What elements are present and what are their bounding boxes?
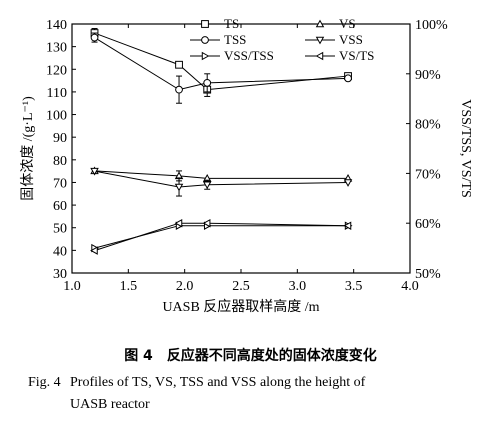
data-point-vs-ts xyxy=(202,218,211,228)
data-point-vss xyxy=(174,183,184,192)
y-right-tick-label: 80% xyxy=(415,118,441,133)
legend-swatch-marker xyxy=(201,36,209,44)
legend-item-vss-tss: VSS/TSS xyxy=(190,48,274,63)
series-line-ts xyxy=(94,32,349,91)
y-right-tick-label: 60% xyxy=(415,217,441,232)
y-left-tick-label: 40 xyxy=(53,244,67,259)
y-left-tick-label: 120 xyxy=(46,63,67,78)
y-left-tick-label: 110 xyxy=(47,86,67,101)
x-tick-label: 3.0 xyxy=(289,279,307,294)
chart-series-layer xyxy=(90,28,353,255)
legend-label-vs: VS xyxy=(339,16,356,31)
legend-label-vss-tss: VSS/TSS xyxy=(224,48,274,63)
legend-label-vs-ts: VS/TS xyxy=(339,48,374,63)
solids-concentration-chart: 1.0 1.5 2.0 2.5 3.0 3.5 4.0 30 40 50 60 70 80 90 100 11… xyxy=(20,16,473,315)
legend-swatch-marker xyxy=(201,51,210,61)
x-tick-label: 1.0 xyxy=(63,279,81,294)
y-axis-left-title: 固体浓度 /(g·L⁻¹) xyxy=(20,96,36,201)
x-tick-label: 4.0 xyxy=(401,279,419,294)
legend-swatch-marker xyxy=(315,19,325,28)
figure-number-en: Fig. 4 xyxy=(28,375,61,390)
data-point-vss xyxy=(343,179,353,187)
legend-item-ts: TS xyxy=(190,16,239,31)
legend-label-tss: TSS xyxy=(224,32,246,47)
series-vs-ts xyxy=(90,218,352,255)
series-line-tss xyxy=(94,37,349,91)
series-vs xyxy=(90,166,353,182)
series-line-vs xyxy=(94,170,349,179)
y-right-tick-label: 70% xyxy=(415,167,441,182)
legend-swatch-marker xyxy=(201,20,209,28)
y-left-tick-label: 70 xyxy=(53,176,67,191)
y-left-tick-label: 50 xyxy=(53,222,67,237)
x-tick-label: 1.5 xyxy=(120,279,138,294)
data-point-tss xyxy=(203,78,212,87)
figure-caption-chinese: 图 4 反应器不同高度处的固体浓度变化 xyxy=(0,345,501,365)
chart-ticks: 1.0 1.5 2.0 2.5 3.0 3.5 4.0 30 40 50 60 70 80 90 100 11… xyxy=(46,18,448,294)
data-point-vss xyxy=(202,181,212,190)
data-point-tss xyxy=(175,85,183,94)
y-left-tick-label: 80 xyxy=(53,154,67,169)
x-axis-title: UASB 反应器取样高度 /m xyxy=(162,298,319,315)
y-left-tick-label: 140 xyxy=(46,18,67,33)
series-line-vss xyxy=(94,170,349,188)
chart-legend: TS VS TSS VSS VSS/TSS VS/TS xyxy=(190,16,374,63)
figure-title-en-line1: Profiles of TS, VS, TSS and VSS along th… xyxy=(70,375,366,390)
data-point-vss xyxy=(90,167,99,176)
legend-swatch-marker xyxy=(315,51,324,61)
data-point-vs-ts xyxy=(343,221,352,230)
data-point-ts xyxy=(175,60,183,69)
legend-item-vs-ts: VS/TS xyxy=(305,48,374,63)
y-left-tick-label: 30 xyxy=(53,267,67,282)
y-left-tick-label: 60 xyxy=(53,199,67,214)
y-right-tick-label: 90% xyxy=(415,68,441,83)
legend-item-vs: VS xyxy=(305,16,356,31)
data-point-vs-ts xyxy=(90,246,98,255)
legend-label-vss: VSS xyxy=(339,32,363,47)
y-axis-right-title: VSS/TSS, VS/TS xyxy=(458,99,473,198)
figure-title-en-line2: UASB reactor xyxy=(70,397,150,412)
series-tss xyxy=(90,32,352,104)
y-left-tick-label: 100 xyxy=(46,109,67,124)
legend-item-tss: TSS xyxy=(190,32,246,47)
data-point-tss xyxy=(90,33,99,42)
series-line-vs-ts xyxy=(94,222,349,252)
figure-title-cn: 反应器不同高度处的固体浓度变化 xyxy=(166,348,377,364)
figure-caption-english: Fig. 4 Profiles of TS, VS, TSS and VSS al… xyxy=(28,372,488,416)
data-point-vs-ts xyxy=(174,218,183,228)
y-left-tick-label: 90 xyxy=(53,131,67,146)
legend-item-vss: VSS xyxy=(305,32,363,47)
data-point-tss xyxy=(344,74,352,83)
y-right-tick-label: 100% xyxy=(415,18,448,33)
series-vss xyxy=(90,167,353,197)
x-tick-label: 3.5 xyxy=(345,279,363,294)
y-left-tick-label: 130 xyxy=(46,41,67,56)
x-tick-label: 2.5 xyxy=(232,279,250,294)
series-ts xyxy=(90,28,352,97)
x-tick-label: 2.0 xyxy=(176,279,194,294)
y-right-tick-label: 50% xyxy=(415,267,441,282)
series-line-vss-tss xyxy=(94,225,349,249)
legend-swatch-marker xyxy=(315,36,325,45)
series-vss-tss xyxy=(91,221,353,253)
figure-number-cn: 图 4 xyxy=(124,348,153,364)
legend-label-ts: TS xyxy=(224,16,239,31)
